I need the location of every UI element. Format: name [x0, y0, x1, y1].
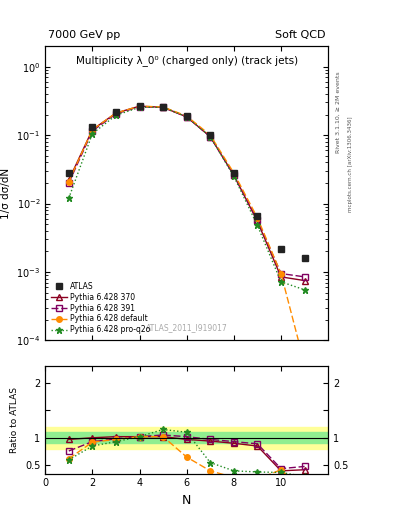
Pythia 6.428 370 [255, 218, 260, 224]
Pythia 6.428 pro-q2o [279, 279, 283, 285]
Pythia 6.428 default [255, 215, 260, 221]
ATLAS [90, 124, 95, 131]
Pythia 6.428 default [208, 132, 213, 138]
ATLAS [231, 170, 236, 176]
Pythia 6.428 pro-q2o [137, 104, 142, 111]
Pythia 6.428 default [231, 170, 236, 176]
Legend: ATLAS, Pythia 6.428 370, Pythia 6.428 391, Pythia 6.428 default, Pythia 6.428 pr: ATLAS, Pythia 6.428 370, Pythia 6.428 39… [49, 280, 152, 337]
Text: Rivet 3.1.10, ≥ 2M events: Rivet 3.1.10, ≥ 2M events [336, 72, 341, 154]
Pythia 6.428 370 [66, 177, 71, 183]
Line: Pythia 6.428 370: Pythia 6.428 370 [66, 103, 307, 283]
ATLAS [161, 103, 165, 110]
Pythia 6.428 391 [90, 128, 95, 134]
Pythia 6.428 default [279, 270, 283, 276]
ATLAS [255, 214, 260, 220]
Pythia 6.428 default [137, 103, 142, 109]
Pythia 6.428 391 [255, 217, 260, 223]
Text: ATLAS_2011_I919017: ATLAS_2011_I919017 [146, 323, 228, 332]
Pythia 6.428 default [184, 113, 189, 119]
ATLAS [302, 255, 307, 261]
Pythia 6.428 370 [90, 126, 95, 133]
Line: Pythia 6.428 391: Pythia 6.428 391 [66, 104, 307, 280]
Pythia 6.428 default [66, 179, 71, 185]
Pythia 6.428 391 [231, 172, 236, 178]
Pythia 6.428 pro-q2o [184, 114, 189, 120]
Pythia 6.428 370 [161, 104, 165, 111]
Line: ATLAS: ATLAS [66, 102, 308, 261]
Pythia 6.428 391 [114, 111, 118, 117]
Line: Pythia 6.428 pro-q2o: Pythia 6.428 pro-q2o [65, 104, 308, 293]
Pythia 6.428 391 [208, 134, 213, 140]
Pythia 6.428 pro-q2o [231, 173, 236, 179]
ATLAS [184, 113, 189, 119]
Pythia 6.428 default [90, 126, 95, 133]
ATLAS [279, 246, 283, 252]
ATLAS [137, 102, 142, 109]
Pythia 6.428 default [161, 104, 165, 110]
Pythia 6.428 pro-q2o [114, 112, 118, 118]
Pythia 6.428 pro-q2o [90, 131, 95, 137]
Pythia 6.428 391 [302, 274, 307, 280]
Pythia 6.428 370 [137, 103, 142, 109]
Pythia 6.428 370 [302, 278, 307, 284]
ATLAS [208, 132, 213, 138]
Pythia 6.428 391 [161, 104, 165, 111]
Y-axis label: 1/σ dσ/dN: 1/σ dσ/dN [0, 168, 11, 219]
Text: 7000 GeV pp: 7000 GeV pp [48, 30, 120, 39]
Pythia 6.428 370 [184, 114, 189, 120]
Pythia 6.428 default [114, 110, 118, 116]
Pythia 6.428 370 [208, 134, 213, 140]
X-axis label: N: N [182, 494, 191, 507]
ATLAS [114, 109, 118, 115]
Text: Soft QCD: Soft QCD [275, 30, 325, 39]
Pythia 6.428 pro-q2o [208, 134, 213, 140]
Pythia 6.428 391 [279, 270, 283, 276]
Pythia 6.428 370 [114, 110, 118, 116]
Pythia 6.428 391 [66, 180, 71, 186]
Pythia 6.428 370 [279, 274, 283, 280]
Pythia 6.428 370 [231, 172, 236, 178]
Pythia 6.428 391 [184, 114, 189, 120]
Text: Multiplicity λ_0⁰ (charged only) (track jets): Multiplicity λ_0⁰ (charged only) (track … [75, 55, 298, 66]
Pythia 6.428 default [302, 361, 307, 367]
ATLAS [66, 170, 71, 176]
Y-axis label: Ratio to ATLAS: Ratio to ATLAS [10, 387, 19, 453]
Pythia 6.428 pro-q2o [302, 287, 307, 293]
Pythia 6.428 391 [137, 103, 142, 110]
Line: Pythia 6.428 default: Pythia 6.428 default [66, 103, 307, 367]
Text: mcplots.cern.ch [arXiv:1306.3436]: mcplots.cern.ch [arXiv:1306.3436] [348, 116, 353, 211]
Pythia 6.428 pro-q2o [66, 195, 71, 201]
Pythia 6.428 pro-q2o [161, 104, 165, 111]
Pythia 6.428 pro-q2o [255, 222, 260, 228]
